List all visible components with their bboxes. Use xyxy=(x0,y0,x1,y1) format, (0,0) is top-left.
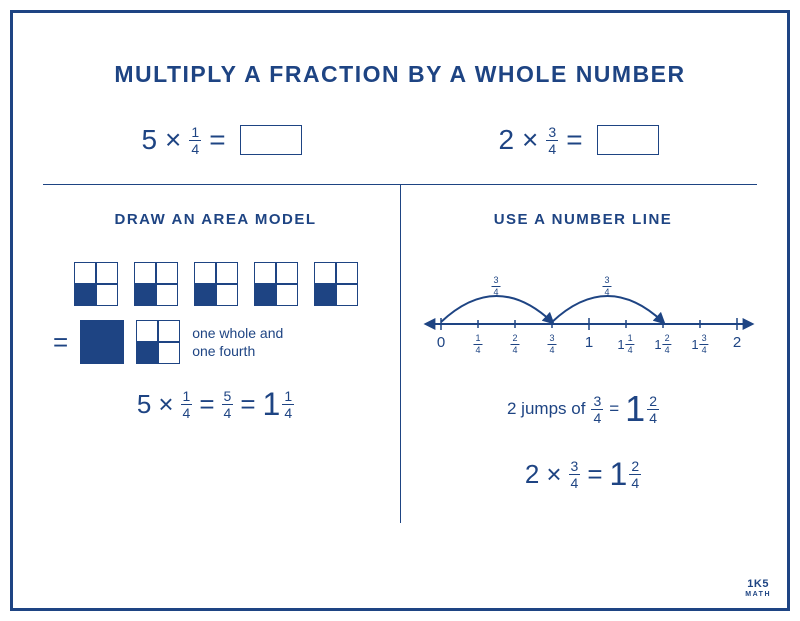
number-line: 0 14 24 34 1 114 124 134 2 34 34 xyxy=(419,262,759,372)
logo-main: 1K5 xyxy=(747,578,769,590)
nl-desc-pre: 2 jumps of xyxy=(507,399,585,419)
nf-eq: = xyxy=(587,459,602,490)
nl-label: 14 xyxy=(473,334,482,355)
prob-right-answer-box[interactable] xyxy=(597,125,659,155)
af-op: × xyxy=(158,389,173,420)
nl-label: 114 xyxy=(617,334,634,355)
area-square xyxy=(254,262,298,306)
prob-left-answer-box[interactable] xyxy=(240,125,302,155)
nf-frac: 3 4 xyxy=(569,459,581,490)
body-columns: DRAW AN AREA MODEL = one whole and one f… xyxy=(43,185,757,523)
brand-logo: 1K5 MATH xyxy=(745,579,771,598)
number-line-desc: 2 jumps of 3 4 = 1 2 4 xyxy=(419,388,747,430)
prob-right-eq: = xyxy=(566,124,582,156)
result-text-l1: one whole and xyxy=(192,325,283,341)
result-text-l2: one fourth xyxy=(192,343,255,359)
area-model-top-row xyxy=(49,262,382,306)
arc-label-2: 34 xyxy=(602,276,611,297)
prob-right-whole: 2 xyxy=(498,124,514,156)
page-title: MULTIPLY A FRACTION BY A WHOLE NUMBER xyxy=(43,61,757,88)
af-eq2: = xyxy=(240,389,255,420)
area-whole-square xyxy=(80,320,124,364)
prob-left-num: 1 xyxy=(189,125,201,141)
nf-whole: 2 xyxy=(525,459,539,490)
prob-right-num: 3 xyxy=(546,125,558,141)
nf-op: × xyxy=(546,459,561,490)
area-final-equation: 5 × 1 4 = 5 4 = 1 1 4 xyxy=(49,386,382,423)
problem-right: 2 × 3 4 = xyxy=(498,124,658,156)
nf-mixed: 1 2 4 xyxy=(610,456,642,493)
nl-label-0: 0 xyxy=(437,334,445,351)
area-square xyxy=(134,262,178,306)
nl-label: 134 xyxy=(691,334,708,355)
nl-label-2: 2 xyxy=(733,334,741,351)
af-frac1: 1 4 xyxy=(181,389,193,420)
nl-desc-frac: 3 4 xyxy=(591,394,603,425)
result-text: one whole and one fourth xyxy=(192,324,283,360)
area-square xyxy=(74,262,118,306)
af-frac2: 5 4 xyxy=(222,389,234,420)
prob-left-whole: 5 xyxy=(141,124,157,156)
af-mixed: 1 1 4 xyxy=(263,386,295,423)
nl-label: 124 xyxy=(654,334,671,355)
area-model-heading: DRAW AN AREA MODEL xyxy=(49,211,382,228)
worksheet-frame: MULTIPLY A FRACTION BY A WHOLE NUMBER 5 … xyxy=(10,10,790,611)
nl-label: 34 xyxy=(547,334,556,355)
area-square xyxy=(314,262,358,306)
prob-left-den: 4 xyxy=(189,141,201,156)
area-partial-square xyxy=(136,320,180,364)
prob-left-eq: = xyxy=(209,124,225,156)
number-line-section: USE A NUMBER LINE xyxy=(400,185,757,523)
nl-desc-eq: = xyxy=(609,399,619,419)
nl-label: 24 xyxy=(510,334,519,355)
area-model-result-row: = one whole and one fourth xyxy=(53,320,382,364)
number-line-heading: USE A NUMBER LINE xyxy=(419,211,747,228)
prob-left-op: × xyxy=(165,124,181,156)
af-whole: 5 xyxy=(137,389,151,420)
area-square xyxy=(194,262,238,306)
problems-row: 5 × 1 4 = 2 × 3 4 = xyxy=(43,124,757,156)
area-model-section: DRAW AN AREA MODEL = one whole and one f… xyxy=(43,185,400,523)
nl-label-1: 1 xyxy=(585,334,593,351)
logo-sub: MATH xyxy=(745,591,771,598)
nl-final-equation: 2 × 3 4 = 1 2 4 xyxy=(419,456,747,493)
prob-left-fraction: 1 4 xyxy=(189,125,201,156)
result-eq: = xyxy=(53,327,68,358)
prob-right-op: × xyxy=(522,124,538,156)
af-eq1: = xyxy=(199,389,214,420)
nl-desc-mixed: 1 2 4 xyxy=(625,388,659,430)
prob-right-fraction: 3 4 xyxy=(546,125,558,156)
arc-label-1: 34 xyxy=(491,276,500,297)
problem-left: 5 × 1 4 = xyxy=(141,124,301,156)
prob-right-den: 4 xyxy=(546,141,558,156)
